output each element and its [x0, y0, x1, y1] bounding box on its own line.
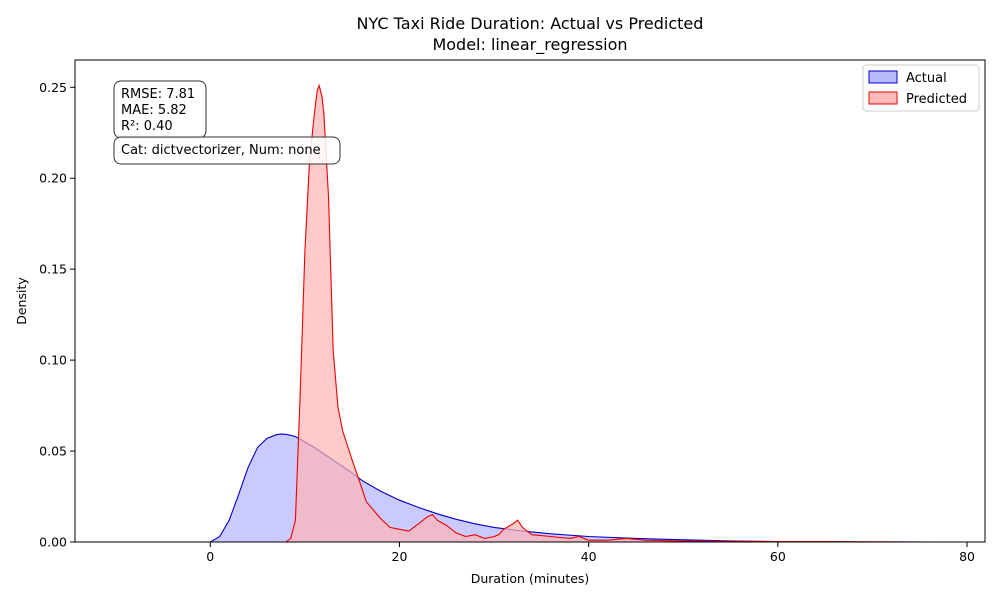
y-tick-label: 0.25 [39, 80, 67, 95]
annotation-box: Cat: dictvectorizer, Num: none [113, 136, 341, 165]
annotation-text: Cat: dictvectorizer, Num: none [121, 143, 321, 158]
legend-swatch-actual [868, 70, 898, 84]
x-tick-label: 0 [206, 549, 214, 564]
y-axis-label: Density [14, 277, 29, 325]
y-tick-label: 0.20 [39, 171, 67, 186]
y-tick-label: 0.05 [39, 444, 67, 459]
annotation-text: MAE: 5.82 [121, 103, 187, 118]
series-actual-area [87, 434, 778, 542]
annotation-frame [113, 136, 341, 165]
annotation-text: R²: 0.40 [121, 119, 173, 134]
x-tick-label: 40 [581, 549, 597, 564]
x-tick-label: 80 [959, 549, 975, 564]
y-axis: 0.00 0.05 0.10 0.15 0.20 0.25 [39, 80, 75, 550]
legend-label-predicted: Predicted [906, 92, 967, 107]
annotation-text: RMSE: 7.81 [121, 87, 195, 102]
series-predicted-line [87, 83, 939, 543]
y-tick-label: 0.00 [39, 535, 67, 550]
x-axis: 0 20 40 60 80 [206, 542, 975, 564]
x-axis-label: Duration (minutes) [471, 571, 590, 586]
plot-frame [74, 59, 986, 543]
legend-swatch-predicted [868, 91, 898, 105]
series-predicted-area [87, 85, 939, 542]
y-tick-label: 0.15 [39, 262, 67, 277]
x-tick-label: 60 [770, 549, 786, 564]
legend-label-actual: Actual [906, 71, 947, 86]
chart-subtitle: Model: linear_regression [432, 35, 627, 55]
legend: Actual Predicted [862, 64, 980, 112]
x-tick-label: 20 [392, 549, 408, 564]
plot-area [87, 83, 939, 543]
chart-title: NYC Taxi Ride Duration: Actual vs Predic… [357, 14, 704, 33]
y-tick-label: 0.10 [39, 353, 67, 368]
